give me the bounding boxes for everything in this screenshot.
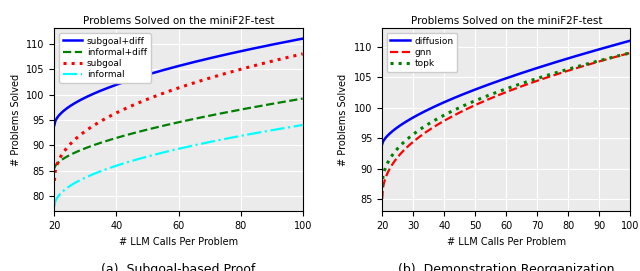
- Y-axis label: # Problems Solved: # Problems Solved: [339, 74, 348, 166]
- subgoal: [51, 179, 58, 183]
- topk: [526, 79, 534, 82]
- informal: [202, 141, 210, 144]
- subgoal: [260, 62, 268, 65]
- diffusion: [525, 69, 533, 72]
- Line: informal: informal: [54, 125, 303, 206]
- Line: diffusion: diffusion: [382, 41, 630, 144]
- subgoal+diff: [51, 123, 58, 127]
- diffusion: [379, 140, 387, 143]
- subgoal: [276, 58, 284, 61]
- Text: (b)  Demonstration Reorganization: (b) Demonstration Reorganization: [398, 263, 614, 271]
- subgoal: [198, 79, 205, 82]
- informal: [260, 130, 268, 133]
- topk: [525, 79, 533, 83]
- informal+diff: [51, 164, 59, 167]
- gnn: [379, 186, 387, 189]
- Legend: subgoal+diff, informal+diff, subgoal, informal: subgoal+diff, informal+diff, subgoal, in…: [59, 33, 150, 83]
- X-axis label: # LLM Calls Per Problem: # LLM Calls Per Problem: [119, 237, 238, 247]
- informal+diff: [198, 116, 205, 119]
- informal: [51, 200, 59, 203]
- informal+diff: [51, 167, 58, 170]
- informal: [198, 142, 205, 145]
- gnn: [525, 82, 533, 85]
- informal+diff: [299, 97, 307, 100]
- informal: [299, 123, 307, 127]
- topk: [378, 185, 386, 189]
- subgoal: [299, 52, 307, 56]
- gnn: [604, 57, 611, 61]
- diffusion: [526, 69, 534, 72]
- informal: [51, 205, 58, 208]
- Line: subgoal: subgoal: [54, 54, 303, 181]
- Text: (a)  Subgoal-based Proof: (a) Subgoal-based Proof: [101, 263, 256, 271]
- topk: [604, 57, 611, 60]
- informal: [198, 142, 206, 145]
- Title: Problems Solved on the miniF2F-test: Problems Solved on the miniF2F-test: [410, 16, 602, 26]
- informal+diff: [260, 104, 268, 107]
- subgoal: [198, 79, 206, 82]
- topk: [379, 175, 387, 178]
- subgoal+diff: [202, 57, 210, 61]
- diffusion: [378, 143, 386, 146]
- Line: subgoal+diff: subgoal+diff: [54, 39, 303, 125]
- diffusion: [627, 39, 634, 42]
- gnn: [588, 62, 595, 65]
- subgoal: [51, 169, 59, 173]
- subgoal+diff: [198, 59, 206, 62]
- informal: [276, 127, 284, 131]
- informal+diff: [276, 101, 284, 104]
- subgoal+diff: [299, 37, 307, 40]
- gnn: [526, 82, 534, 85]
- subgoal: [202, 78, 210, 81]
- topk: [588, 61, 595, 64]
- X-axis label: # LLM Calls Per Problem: # LLM Calls Per Problem: [447, 237, 566, 247]
- Line: gnn: gnn: [382, 53, 630, 199]
- Legend: diffusion, gnn, topk: diffusion, gnn, topk: [387, 33, 458, 72]
- subgoal+diff: [198, 59, 205, 62]
- gnn: [627, 51, 634, 54]
- diffusion: [588, 50, 595, 53]
- informal+diff: [202, 115, 210, 118]
- Y-axis label: # Problems Solved: # Problems Solved: [11, 74, 20, 166]
- topk: [530, 78, 538, 81]
- gnn: [530, 80, 538, 83]
- diffusion: [530, 67, 538, 71]
- gnn: [378, 198, 386, 201]
- topk: [627, 51, 634, 54]
- subgoal+diff: [51, 120, 59, 123]
- diffusion: [604, 46, 611, 49]
- subgoal+diff: [276, 41, 284, 45]
- Line: topk: topk: [382, 53, 630, 187]
- informal+diff: [198, 115, 206, 119]
- Line: informal+diff: informal+diff: [54, 99, 303, 168]
- subgoal+diff: [260, 45, 268, 48]
- Title: Problems Solved on the miniF2F-test: Problems Solved on the miniF2F-test: [83, 16, 275, 26]
